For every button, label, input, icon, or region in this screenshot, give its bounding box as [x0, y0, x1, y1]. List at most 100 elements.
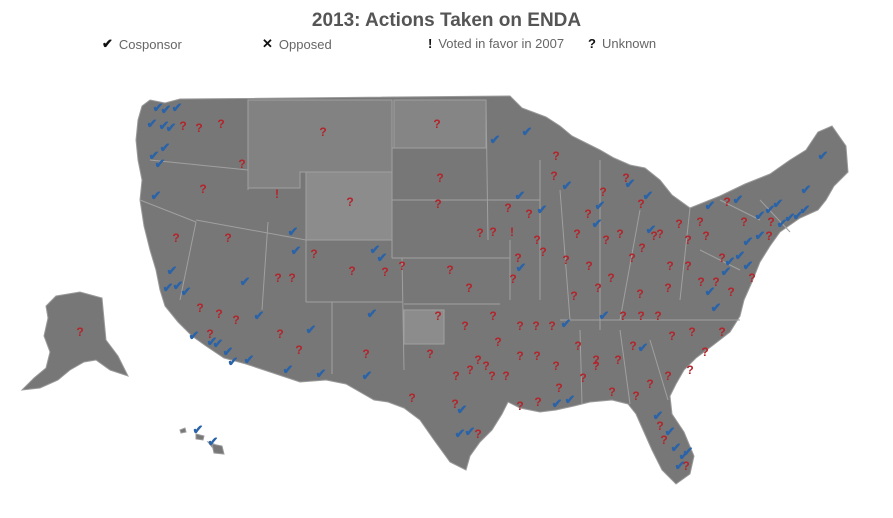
question-icon: ?: [482, 359, 489, 373]
map-title: 2013: Actions Taken on ENDA: [311, 10, 582, 31]
checkmark-icon: ✔: [367, 306, 378, 321]
checkmark-icon: ✔: [306, 322, 317, 337]
alaska-shape: [20, 291, 129, 391]
checkmark-icon: ✔: [705, 198, 716, 213]
checkmark-icon: ✔: [743, 234, 754, 249]
checkmark-icon: ✔: [155, 156, 166, 171]
question-icon: ?: [638, 241, 645, 255]
checkmark-icon: ✔: [166, 120, 177, 135]
question-icon: ?: [362, 347, 369, 361]
question-icon: ?: [570, 289, 577, 303]
question-icon: ?: [727, 285, 734, 299]
question-icon: ?: [466, 363, 473, 377]
question-icon: ?: [426, 347, 433, 361]
question-icon: ?: [701, 345, 708, 359]
checkmark-icon: ✔: [562, 178, 573, 193]
checkmark-icon: ✔: [643, 188, 654, 203]
question-icon: ?: [599, 185, 606, 199]
checkmark-icon: ✔: [793, 208, 804, 223]
question-icon: ?: [533, 233, 540, 247]
checkmark-icon: ✔: [735, 248, 746, 263]
question-icon: ?: [712, 275, 719, 289]
question-icon: ?: [646, 377, 653, 391]
checkmark-icon: ✔: [743, 258, 754, 273]
checkmark-icon: ✔: [455, 426, 466, 441]
checkmark-icon: ✔: [801, 182, 812, 197]
question-icon: ?: [616, 227, 623, 241]
checkmark-icon: ✔: [638, 340, 649, 355]
question-icon: ?: [664, 281, 671, 295]
question-icon: ?: [539, 245, 546, 259]
checkmark-icon: ✔: [705, 284, 716, 299]
checkmark-icon: ✔: [537, 202, 548, 217]
question-icon: ?: [602, 233, 609, 247]
checkmark-icon: ✔: [457, 402, 468, 417]
checkmark-icon: ✔: [223, 344, 234, 359]
state-highlight: [403, 309, 445, 345]
question-icon: ?: [592, 359, 599, 373]
checkmark-icon: ✔: [181, 284, 192, 299]
map-shapes: [20, 95, 849, 485]
question-icon: ?: [666, 259, 673, 273]
question-icon: ?: [697, 275, 704, 289]
checkmark-icon: ✔: [646, 222, 657, 237]
question-icon: ?: [195, 121, 202, 135]
checkmark-icon: ✔: [163, 280, 174, 295]
question-icon: ?: [488, 369, 495, 383]
checkmark-icon: ✔: [167, 263, 178, 278]
question-icon: ?: [215, 307, 222, 321]
checkmark-icon: ✔: [665, 424, 676, 439]
question-icon: ?: [434, 309, 441, 323]
checkmark-icon: ✔: [515, 188, 526, 203]
exclamation-icon: !: [275, 187, 279, 201]
question-icon: ?: [684, 233, 691, 247]
question-icon: ?: [532, 319, 539, 333]
question-icon: ?: [656, 227, 663, 241]
legend-label: Opposed: [278, 36, 332, 52]
question-icon: ?: [346, 195, 353, 209]
exclamation-icon: !: [428, 36, 433, 51]
question-icon: ?: [548, 319, 555, 333]
checkmark-icon: ✔: [721, 264, 732, 279]
question-icon: ?: [436, 171, 443, 185]
question-icon: ?: [614, 353, 621, 367]
legend-item-unknown: ? Unknown: [588, 36, 656, 51]
question-icon: ?: [446, 263, 453, 277]
checkmark-icon: ✔: [102, 36, 113, 51]
checkmark-icon: ✔: [765, 202, 776, 217]
checkmark-icon: ✔: [159, 118, 170, 133]
checkmark-icon: ✔: [565, 392, 576, 407]
checkmark-icon: ✔: [370, 242, 381, 257]
checkmark-icon: ✔: [362, 368, 373, 383]
question-icon: ?: [740, 215, 747, 229]
question-icon: ?: [295, 343, 302, 357]
question-icon: ?: [688, 325, 695, 339]
checkmark-icon: ✔: [160, 140, 171, 155]
question-icon: ?: [276, 327, 283, 341]
question-icon: ?: [434, 197, 441, 211]
checkmark-icon: ✔: [189, 328, 200, 343]
question-icon: ?: [619, 309, 626, 323]
checkmark-icon: ✔: [552, 396, 563, 411]
checkmark-icon: ✔: [254, 308, 265, 323]
checkmark-icon: ✔: [679, 448, 690, 463]
question-icon: ?: [592, 353, 599, 367]
legend-item-opposed: ✕ Opposed: [262, 36, 332, 52]
checkmark-icon: ✔: [595, 198, 606, 213]
checkmark-icon: ✔: [240, 274, 251, 289]
checkmark-icon: ✔: [151, 188, 162, 203]
question-icon: ?: [451, 397, 458, 411]
checkmark-icon: ✔: [599, 308, 610, 323]
checkmark-icon: ✔: [711, 300, 722, 315]
checkmark-icon: ✔: [161, 102, 172, 117]
question-icon: ?: [702, 229, 709, 243]
question-icon: ?: [196, 301, 203, 315]
question-icon: ?: [636, 287, 643, 301]
question-icon: ?: [217, 117, 224, 131]
question-icon: ?: [656, 419, 663, 433]
question-icon: ?: [172, 231, 179, 245]
question-icon: ?: [274, 271, 281, 285]
question-icon: ?: [206, 327, 213, 341]
checkmark-icon: ✔: [773, 196, 784, 211]
question-icon: ?: [632, 389, 639, 403]
